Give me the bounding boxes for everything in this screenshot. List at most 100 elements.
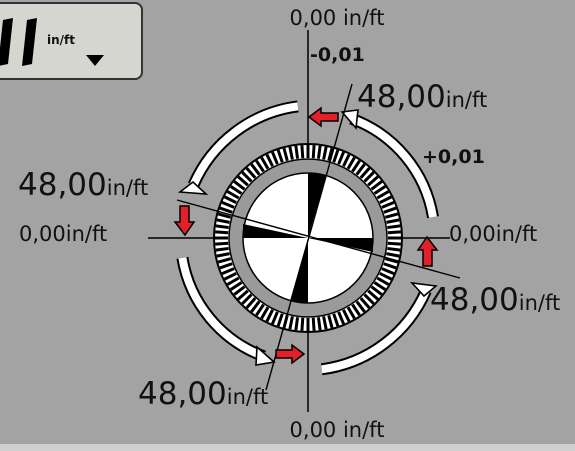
ring-tick [363, 293, 375, 305]
ring-tick [346, 306, 356, 320]
ring-tick [337, 151, 345, 165]
ring-tick [294, 317, 300, 331]
ring-tick [288, 316, 294, 330]
lower-left-reading: 48,00in/ft [138, 376, 268, 412]
ring-tick [260, 306, 270, 320]
ring-tick [387, 246, 401, 252]
ring-tick [384, 212, 399, 219]
white-arrowhead-icon [255, 345, 276, 366]
ring-tick [351, 303, 361, 317]
ring-tick [288, 146, 294, 160]
ring-tick [221, 267, 235, 275]
white-arrowhead-icon [409, 281, 438, 298]
red-arrow-icon [307, 106, 339, 128]
ring-tick [351, 159, 361, 173]
bottom-zero-label: 0,00 in/ft [290, 418, 385, 442]
ring-tick [332, 149, 340, 163]
ring-tick [221, 201, 235, 209]
red-arrow-icon [173, 205, 196, 237]
bottom-strip [0, 444, 575, 451]
white-arrow-heads [177, 109, 438, 366]
positive-label: +0,01 [422, 146, 485, 168]
ring-tick [223, 272, 237, 281]
ring-tick [216, 252, 230, 258]
center-reference-lines [176, 83, 461, 391]
ring-tick [255, 303, 265, 317]
lcd-unit: in/ft [47, 33, 75, 47]
ring-tick [219, 206, 233, 214]
ring-tick [241, 171, 253, 183]
ring-tick [237, 289, 249, 301]
ring-tick [383, 262, 397, 270]
ring-tick [271, 311, 279, 325]
ring-tick [245, 167, 257, 179]
ring-tick [370, 180, 383, 191]
ring-tick [255, 159, 265, 173]
ring-tick [229, 281, 243, 291]
ring-tick [322, 146, 328, 160]
ring-tick [386, 218, 400, 224]
red-arrow-icon [275, 343, 306, 365]
ring-tick [282, 147, 289, 162]
ring-tick [245, 297, 257, 309]
ring-tick [367, 175, 379, 187]
ring-tick [265, 153, 274, 167]
ring-tick [387, 241, 401, 246]
ring-tick [387, 230, 401, 235]
ring-tick [250, 163, 261, 176]
ring-tick [363, 171, 375, 183]
ring-tick [217, 212, 232, 219]
ring-tick [359, 167, 371, 179]
red-arrows [173, 106, 439, 365]
ring-tick [342, 153, 351, 167]
ring-tick [250, 300, 261, 313]
ring-tick [384, 257, 399, 264]
ring-tick [355, 300, 366, 313]
ring-tick [327, 147, 334, 162]
ring-tick [355, 163, 366, 176]
ring-tick [373, 281, 387, 291]
upper-right-reading: 48,00in/ft [357, 79, 487, 115]
ring-tick [379, 195, 393, 204]
ring-tick [229, 185, 243, 195]
ring-tick [226, 190, 240, 200]
ring-tick [311, 145, 316, 159]
ring-tick [373, 185, 387, 195]
ring-tick [376, 276, 390, 286]
ring-tick [316, 145, 322, 159]
ring-tick [381, 267, 395, 275]
ring-tick [237, 175, 249, 187]
ring-tick [215, 241, 229, 246]
ring-tick [215, 230, 229, 235]
ring-tick [342, 309, 351, 323]
ring-tick [271, 151, 279, 165]
ring-tick [370, 285, 383, 296]
ring-tick [311, 317, 316, 331]
ring-tick [322, 316, 328, 330]
ring-tick [346, 156, 356, 170]
white-arrowhead-icon [177, 180, 209, 195]
ring-tick [300, 145, 305, 159]
ring-tick [316, 317, 322, 331]
white-arrowhead-icon [340, 109, 359, 130]
ring-tick [215, 224, 229, 230]
triangle-down-icon[interactable] [86, 55, 104, 66]
ring-tick [276, 313, 284, 327]
ring-tick [327, 314, 334, 329]
ring-tick [332, 313, 340, 327]
ring-tick [260, 156, 270, 170]
ring-tick [216, 218, 230, 224]
lcd-digits [0, 18, 37, 66]
right-zero-label: 0,00in/ft [449, 222, 537, 246]
ring-tick [265, 309, 274, 323]
ring-tick [359, 297, 371, 309]
ring-tick [219, 262, 233, 270]
ring-tick [386, 252, 400, 258]
outer-arc-fill [178, 102, 437, 374]
ring-tick [367, 289, 379, 301]
labels: 0,00 in/ft -0,01 +0,01 0,00in/ft 0,00in/… [18, 6, 560, 442]
lcd-display[interactable]: in/ft [0, 2, 143, 80]
ring-tick [217, 257, 232, 264]
ring-tick [276, 149, 284, 163]
